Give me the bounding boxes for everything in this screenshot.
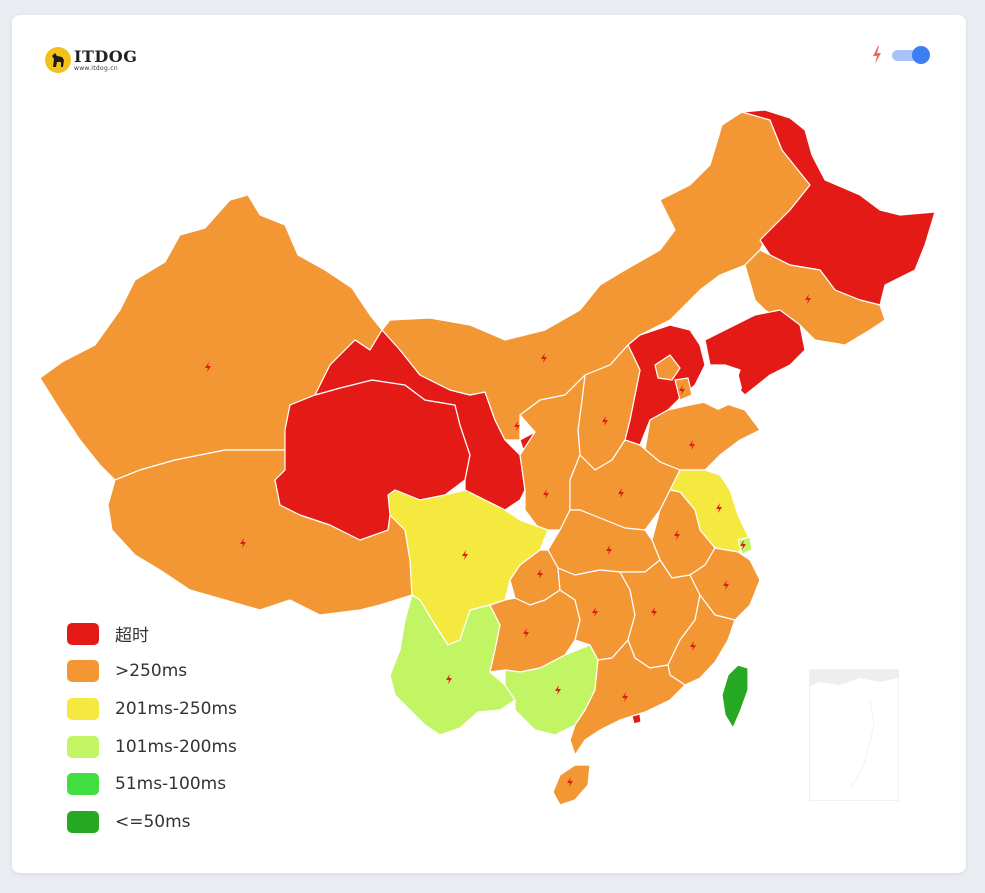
region-sichuan[interactable] — [387, 489, 549, 646]
region-marker-icon — [805, 294, 811, 304]
region-marker-icon — [523, 628, 529, 638]
toggle-track — [892, 50, 928, 61]
region-marker-icon — [679, 385, 685, 395]
legend-label: 超时 — [115, 626, 149, 647]
legend-item-101-200[interactable]: 101ms-200ms — [67, 728, 237, 766]
region-marker-icon — [205, 362, 211, 372]
legend-swatch — [67, 810, 99, 833]
region-hainan[interactable] — [552, 764, 591, 806]
region-marker-icon — [618, 488, 624, 498]
south-china-sea-inset — [809, 669, 899, 801]
china-map — [39, 109, 936, 806]
region-marker-icon — [606, 545, 612, 555]
region-guangdong[interactable] — [569, 639, 686, 756]
logo-name: ITDOG — [74, 46, 138, 66]
legend-label: 51ms-100ms — [115, 774, 227, 795]
region-marker-icon — [651, 607, 657, 617]
legend-swatch — [67, 735, 99, 758]
legend-label: <=50ms — [115, 811, 191, 832]
region-marker-icon — [592, 607, 598, 617]
region-marker-icon — [723, 580, 729, 590]
header-controls — [872, 46, 930, 64]
map-card: ITDOG www.itdog.cn — [12, 15, 966, 873]
legend-swatch — [67, 697, 99, 720]
bohai-sea — [698, 368, 742, 410]
legend-swatch — [67, 660, 99, 683]
legend-item-over-250[interactable]: >250ms — [67, 653, 237, 691]
legend-item-under-50[interactable]: <=50ms — [67, 803, 237, 841]
region-henan[interactable] — [569, 439, 681, 531]
region-taiwan[interactable] — [721, 664, 749, 729]
legend-item-timeout[interactable]: 超时 — [67, 615, 237, 653]
legend-swatch — [67, 622, 99, 645]
latency-legend: 超时 >250ms 201ms-250ms 101ms-200ms 51ms-1… — [67, 615, 237, 841]
legend-item-201-250[interactable]: 201ms-250ms — [67, 690, 237, 728]
region-marker-icon — [602, 416, 608, 426]
legend-label: 101ms-200ms — [115, 736, 237, 757]
legend-swatch — [67, 773, 99, 796]
region-marker-icon — [541, 353, 547, 363]
region-marker-icon — [716, 503, 722, 513]
logo-url: www.itdog.cn — [74, 64, 118, 72]
region-marker-icon — [674, 530, 680, 540]
region-marker-icon — [555, 685, 561, 695]
region-marker-icon — [622, 692, 628, 702]
region-marker-icon — [514, 421, 520, 431]
region-marker-icon — [537, 569, 543, 579]
region-marker-icon — [740, 540, 746, 550]
region-marker-icon — [240, 538, 246, 548]
region-marker-icon — [446, 674, 452, 684]
legend-label: 201ms-250ms — [115, 698, 237, 719]
region-marker-icon — [690, 641, 696, 651]
region-marker-icon — [689, 440, 695, 450]
region-marker-icon — [462, 550, 468, 560]
itdog-logo[interactable]: ITDOG www.itdog.cn — [45, 47, 137, 73]
region-fujian[interactable] — [667, 594, 736, 686]
lightning-icon — [873, 46, 881, 64]
region-hong-kong[interactable] — [631, 713, 642, 725]
legend-item-51-100[interactable]: 51ms-100ms — [67, 765, 237, 803]
dog-logo-icon — [45, 47, 71, 73]
legend-label: >250ms — [115, 661, 188, 682]
region-beijing[interactable] — [654, 354, 681, 381]
region-marker-icon — [543, 489, 549, 499]
region-marker-icon — [567, 777, 573, 787]
region-liaoning[interactable] — [704, 309, 806, 396]
toggle-knob — [912, 46, 930, 64]
region-heilongjiang[interactable] — [741, 109, 936, 306]
lightning-toggle[interactable] — [892, 46, 930, 64]
